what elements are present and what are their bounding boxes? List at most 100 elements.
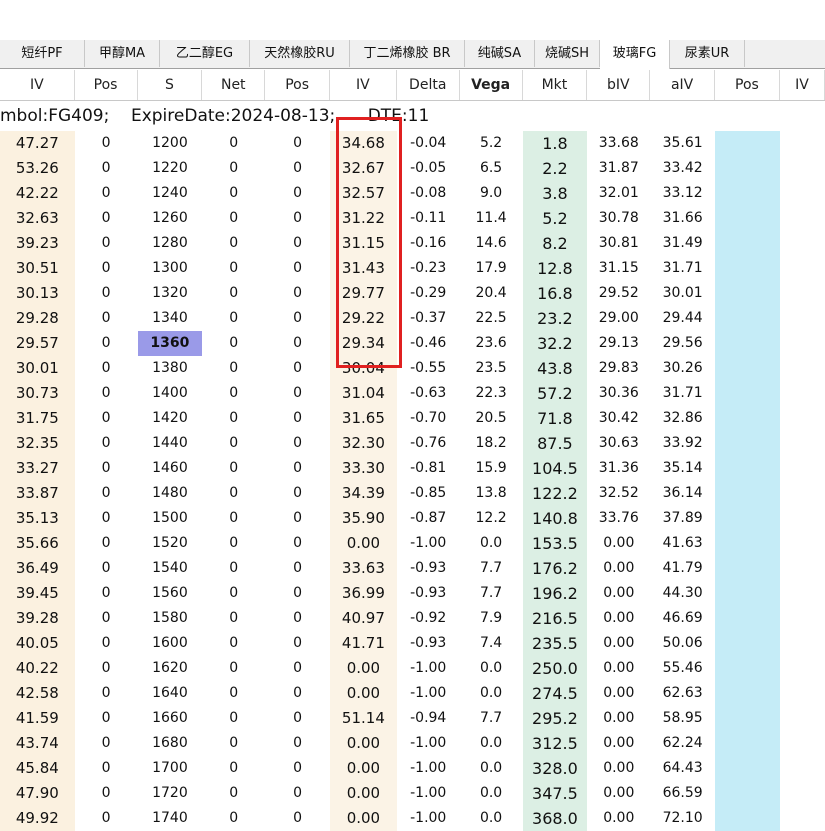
column-header-pos[interactable]: Pos	[715, 70, 780, 100]
tab-5[interactable]: 纯碱SA	[465, 40, 535, 67]
table-row[interactable]: 39.45 0 1560 0 0 36.99 -0.93 7.7 196.2 0.00 44.30	[0, 581, 825, 606]
cell-bid-iv: 30.78	[598, 210, 639, 226]
cell-iv	[780, 606, 825, 631]
tab-0[interactable]: 短纤PF	[0, 40, 85, 67]
cell-vega: 20.5	[475, 410, 507, 426]
tab-2[interactable]: 乙二醇EG	[160, 40, 250, 67]
table-row[interactable]: 42.22 0 1240 0 0 32.57 -0.08 9.0 3.8 32.01 33.12	[0, 181, 825, 206]
table-row[interactable]: 42.58 0 1640 0 0 0.00 -1.00 0.0 274.5 0.00 62.63	[0, 681, 825, 706]
table-row[interactable]: 30.13 0 1320 0 0 29.77 -0.29 20.4 16.8 29.52 30.01	[0, 281, 825, 306]
cell-call-pos: 0	[101, 460, 111, 476]
cell-put-pos: 0	[293, 335, 303, 351]
cell-bid-iv: 0.00	[603, 535, 635, 551]
column-header-put-iv[interactable]: IV	[330, 70, 397, 100]
tab-8[interactable]: 尿素UR	[670, 40, 745, 67]
cell-ask-iv: 36.14	[662, 485, 703, 501]
cell-mkt: 368.0	[522, 806, 588, 831]
cell-put-iv: 0.00	[330, 781, 397, 806]
table-row[interactable]: 40.05 0 1600 0 0 41.71 -0.93 7.4 235.5 0.00 50.06	[0, 631, 825, 656]
table-row[interactable]: 35.66 0 1520 0 0 0.00 -1.00 0.0 153.5 0.00 41.63	[0, 531, 825, 556]
table-row[interactable]: 35.13 0 1500 0 0 35.90 -0.87 12.2 140.8 33.76 37.8…	[0, 506, 825, 531]
product-tab-strip: 短纤PF 甲醇MA 乙二醇EG 天然橡胶RU 丁二烯橡胶 BR 纯碱SA 烧碱SH 玻璃FG 尿…	[0, 40, 825, 69]
column-header-ask-iv[interactable]: aIV	[650, 70, 716, 100]
cell-bid-iv: 30.42	[598, 410, 639, 426]
cell-pos	[715, 131, 780, 156]
table-row[interactable]: 30.51 0 1300 0 0 31.43 -0.23 17.9 12.8 31.15 31.71	[0, 256, 825, 281]
table-row[interactable]: 31.75 0 1420 0 0 31.65 -0.70 20.5 71.8 30.42 32.86	[0, 406, 825, 431]
table-row[interactable]: 47.90 0 1720 0 0 0.00 -1.00 0.0 347.5 0.00 66.59	[0, 781, 825, 806]
cell-iv	[780, 706, 825, 731]
cell-put-pos: 0	[293, 635, 303, 651]
cell-delta: -0.92	[410, 610, 447, 626]
cell-bid-iv: 0.00	[603, 810, 635, 826]
cell-pos	[715, 806, 780, 831]
table-row[interactable]: 39.28 0 1580 0 0 40.97 -0.92 7.9 216.5 0.00 46.69	[0, 606, 825, 631]
tab-3[interactable]: 天然橡胶RU	[250, 40, 350, 67]
cell-delta: -0.05	[410, 160, 447, 176]
cell-pos	[715, 581, 780, 606]
column-header-bid-iv[interactable]: bIV	[587, 70, 651, 100]
tab-6[interactable]: 烧碱SH	[535, 40, 600, 67]
cell-mkt: 176.2	[522, 556, 588, 581]
cell-iv	[780, 231, 825, 256]
table-row[interactable]: 30.01 0 1380 0 0 30.04 -0.55 23.5 43.8 29.83 30.26	[0, 356, 825, 381]
table-row[interactable]: 47.27 0 1200 0 0 34.68 -0.04 5.2 1.8 33.68 35.61	[0, 131, 825, 156]
tab-4[interactable]: 丁二烯橡胶 BR	[350, 40, 465, 67]
column-header-net[interactable]: Net	[202, 70, 266, 100]
cell-vega: 7.7	[479, 710, 503, 726]
table-row[interactable]: 49.92 0 1740 0 0 0.00 -1.00 0.0 368.0 0.00 72.10	[0, 806, 825, 831]
cell-mkt: 16.8	[522, 281, 588, 306]
cell-net: 0	[229, 785, 239, 801]
cell-mkt: 8.2	[522, 231, 588, 256]
cell-bid-iv: 0.00	[603, 785, 635, 801]
column-header-strike[interactable]: S	[138, 70, 203, 100]
cell-put-pos: 0	[293, 385, 303, 401]
cell-put-iv: 31.65	[330, 406, 397, 431]
cell-pos	[715, 781, 780, 806]
tab-1[interactable]: 甲醇MA	[85, 40, 160, 67]
cell-put-iv: 32.57	[330, 181, 397, 206]
cell-strike: 1500	[152, 510, 188, 526]
table-row[interactable]: 43.74 0 1680 0 0 0.00 -1.00 0.0 312.5 0.00 62.24	[0, 731, 825, 756]
cell-pos	[715, 556, 780, 581]
cell-call-iv: 40.22	[0, 656, 75, 681]
table-row[interactable]: 29.57 0 1360 0 0 29.34 -0.46 23.6 32.2 29.13 29.56	[0, 331, 825, 356]
table-row[interactable]: 33.87 0 1480 0 0 34.39 -0.85 13.8 122.2 32.52 36.1…	[0, 481, 825, 506]
table-row[interactable]: 32.35 0 1440 0 0 32.30 -0.76 18.2 87.5 30.63 33.92	[0, 431, 825, 456]
cell-call-pos: 0	[101, 710, 111, 726]
table-row[interactable]: 29.28 0 1340 0 0 29.22 -0.37 22.5 23.2 29.00 29.44	[0, 306, 825, 331]
cell-call-pos: 0	[101, 410, 111, 426]
column-header-vega[interactable]: Vega	[460, 70, 523, 100]
cell-bid-iv: 33.76	[598, 510, 639, 526]
cell-delta: -0.08	[410, 185, 447, 201]
table-row[interactable]: 41.59 0 1660 0 0 51.14 -0.94 7.7 295.2 0.00 58.95	[0, 706, 825, 731]
column-header-call-iv[interactable]: IV	[0, 70, 75, 100]
cell-vega: 11.4	[475, 210, 507, 226]
table-row[interactable]: 45.84 0 1700 0 0 0.00 -1.00 0.0 328.0 0.00 64.43	[0, 756, 825, 781]
tab-7[interactable]: 玻璃FG	[600, 40, 670, 69]
cell-vega: 7.7	[479, 560, 503, 576]
column-header-iv[interactable]: IV	[780, 70, 825, 100]
cell-ask-iv: 35.61	[662, 135, 703, 151]
column-header-call-pos[interactable]: Pos	[75, 70, 138, 100]
cell-net: 0	[229, 735, 239, 751]
cell-iv	[780, 681, 825, 706]
cell-net: 0	[229, 185, 239, 201]
cell-delta: -0.93	[410, 585, 447, 601]
table-row[interactable]: 53.26 0 1220 0 0 32.67 -0.05 6.5 2.2 31.87 33.42	[0, 156, 825, 181]
cell-bid-iv: 30.63	[598, 435, 639, 451]
cell-ask-iv: 41.63	[662, 535, 703, 551]
cell-net: 0	[229, 410, 239, 426]
table-row[interactable]: 39.23 0 1280 0 0 31.15 -0.16 14.6 8.2 30.81 31.49	[0, 231, 825, 256]
table-row[interactable]: 40.22 0 1620 0 0 0.00 -1.00 0.0 250.0 0.00 55.46	[0, 656, 825, 681]
cell-delta: -1.00	[410, 685, 447, 701]
table-row[interactable]: 30.73 0 1400 0 0 31.04 -0.63 22.3 57.2 30.36 31.71	[0, 381, 825, 406]
column-header-mkt[interactable]: Mkt	[523, 70, 588, 100]
column-header-put-pos[interactable]: Pos	[265, 70, 331, 100]
cell-ask-iv: 32.86	[662, 410, 703, 426]
table-row[interactable]: 32.63 0 1260 0 0 31.22 -0.11 11.4 5.2 30.78 31.66	[0, 206, 825, 231]
table-row[interactable]: 33.27 0 1460 0 0 33.30 -0.81 15.9 104.5 31.36 35.1…	[0, 456, 825, 481]
option-chain-table: 47.27 0 1200 0 0 34.68 -0.04 5.2 1.8 33.68 35.61 53…	[0, 131, 825, 831]
table-row[interactable]: 36.49 0 1540 0 0 33.63 -0.93 7.7 176.2 0.00 41.79	[0, 556, 825, 581]
column-header-delta[interactable]: Delta	[397, 70, 460, 100]
